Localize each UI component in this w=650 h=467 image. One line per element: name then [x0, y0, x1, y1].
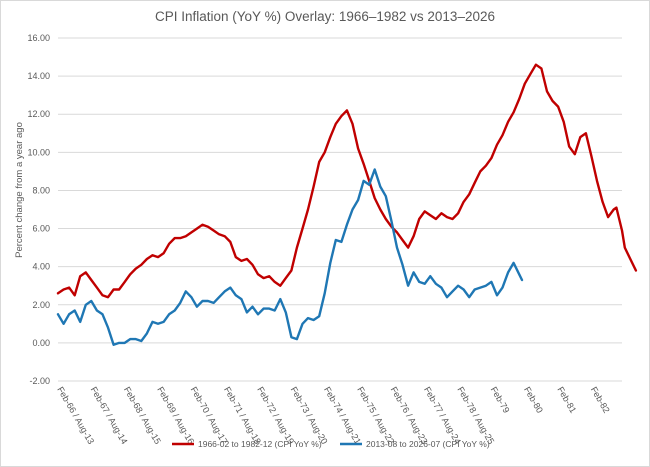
x-tick-label: Feb-79 — [489, 385, 512, 415]
y-tick-label: 8.00 — [32, 185, 50, 195]
x-tick-label: Feb-66 / Aug-13 — [55, 385, 96, 446]
y-axis-label: Percent change from a year ago — [14, 122, 25, 258]
x-tick-label: Feb-81 — [555, 385, 578, 415]
series-lines — [56, 63, 638, 346]
chart-title: CPI Inflation (YoY %) Overlay: 1966–1982… — [155, 9, 495, 24]
y-tick-labels: -2.00 0.00 2.00 4.00 6.00 8.00 10.00 12.00 14.00… — [27, 33, 50, 386]
x-tick-label: Feb-80 — [522, 385, 545, 415]
legend-label: 1966-02 to 1982-12 (CPI YoY %) — [198, 439, 322, 449]
y-tick-label: 16.00 — [27, 33, 50, 43]
y-tick-label: 10.00 — [27, 147, 50, 157]
y-tick-label: 14.00 — [27, 71, 50, 81]
y-tick-label: 6.00 — [32, 224, 50, 234]
legend: 1966-02 to 1982-12 (CPI YoY %) 2013-08 to… — [172, 439, 490, 449]
legend-label: 2013-08 to 2026-07 (CPI YoY %) — [366, 439, 490, 449]
y-tick-label: 12.00 — [27, 109, 50, 119]
grid-lines — [58, 37, 622, 382]
x-tick-label: Feb-82 — [589, 385, 612, 415]
y-tick-label: 0.00 — [32, 338, 50, 348]
y-tick-label: 2.00 — [32, 300, 50, 310]
series-line-2 — [56, 168, 524, 346]
y-tick-label: -2.00 — [29, 376, 50, 386]
series-line-1 — [56, 63, 638, 299]
y-tick-label: 4.00 — [32, 262, 50, 272]
